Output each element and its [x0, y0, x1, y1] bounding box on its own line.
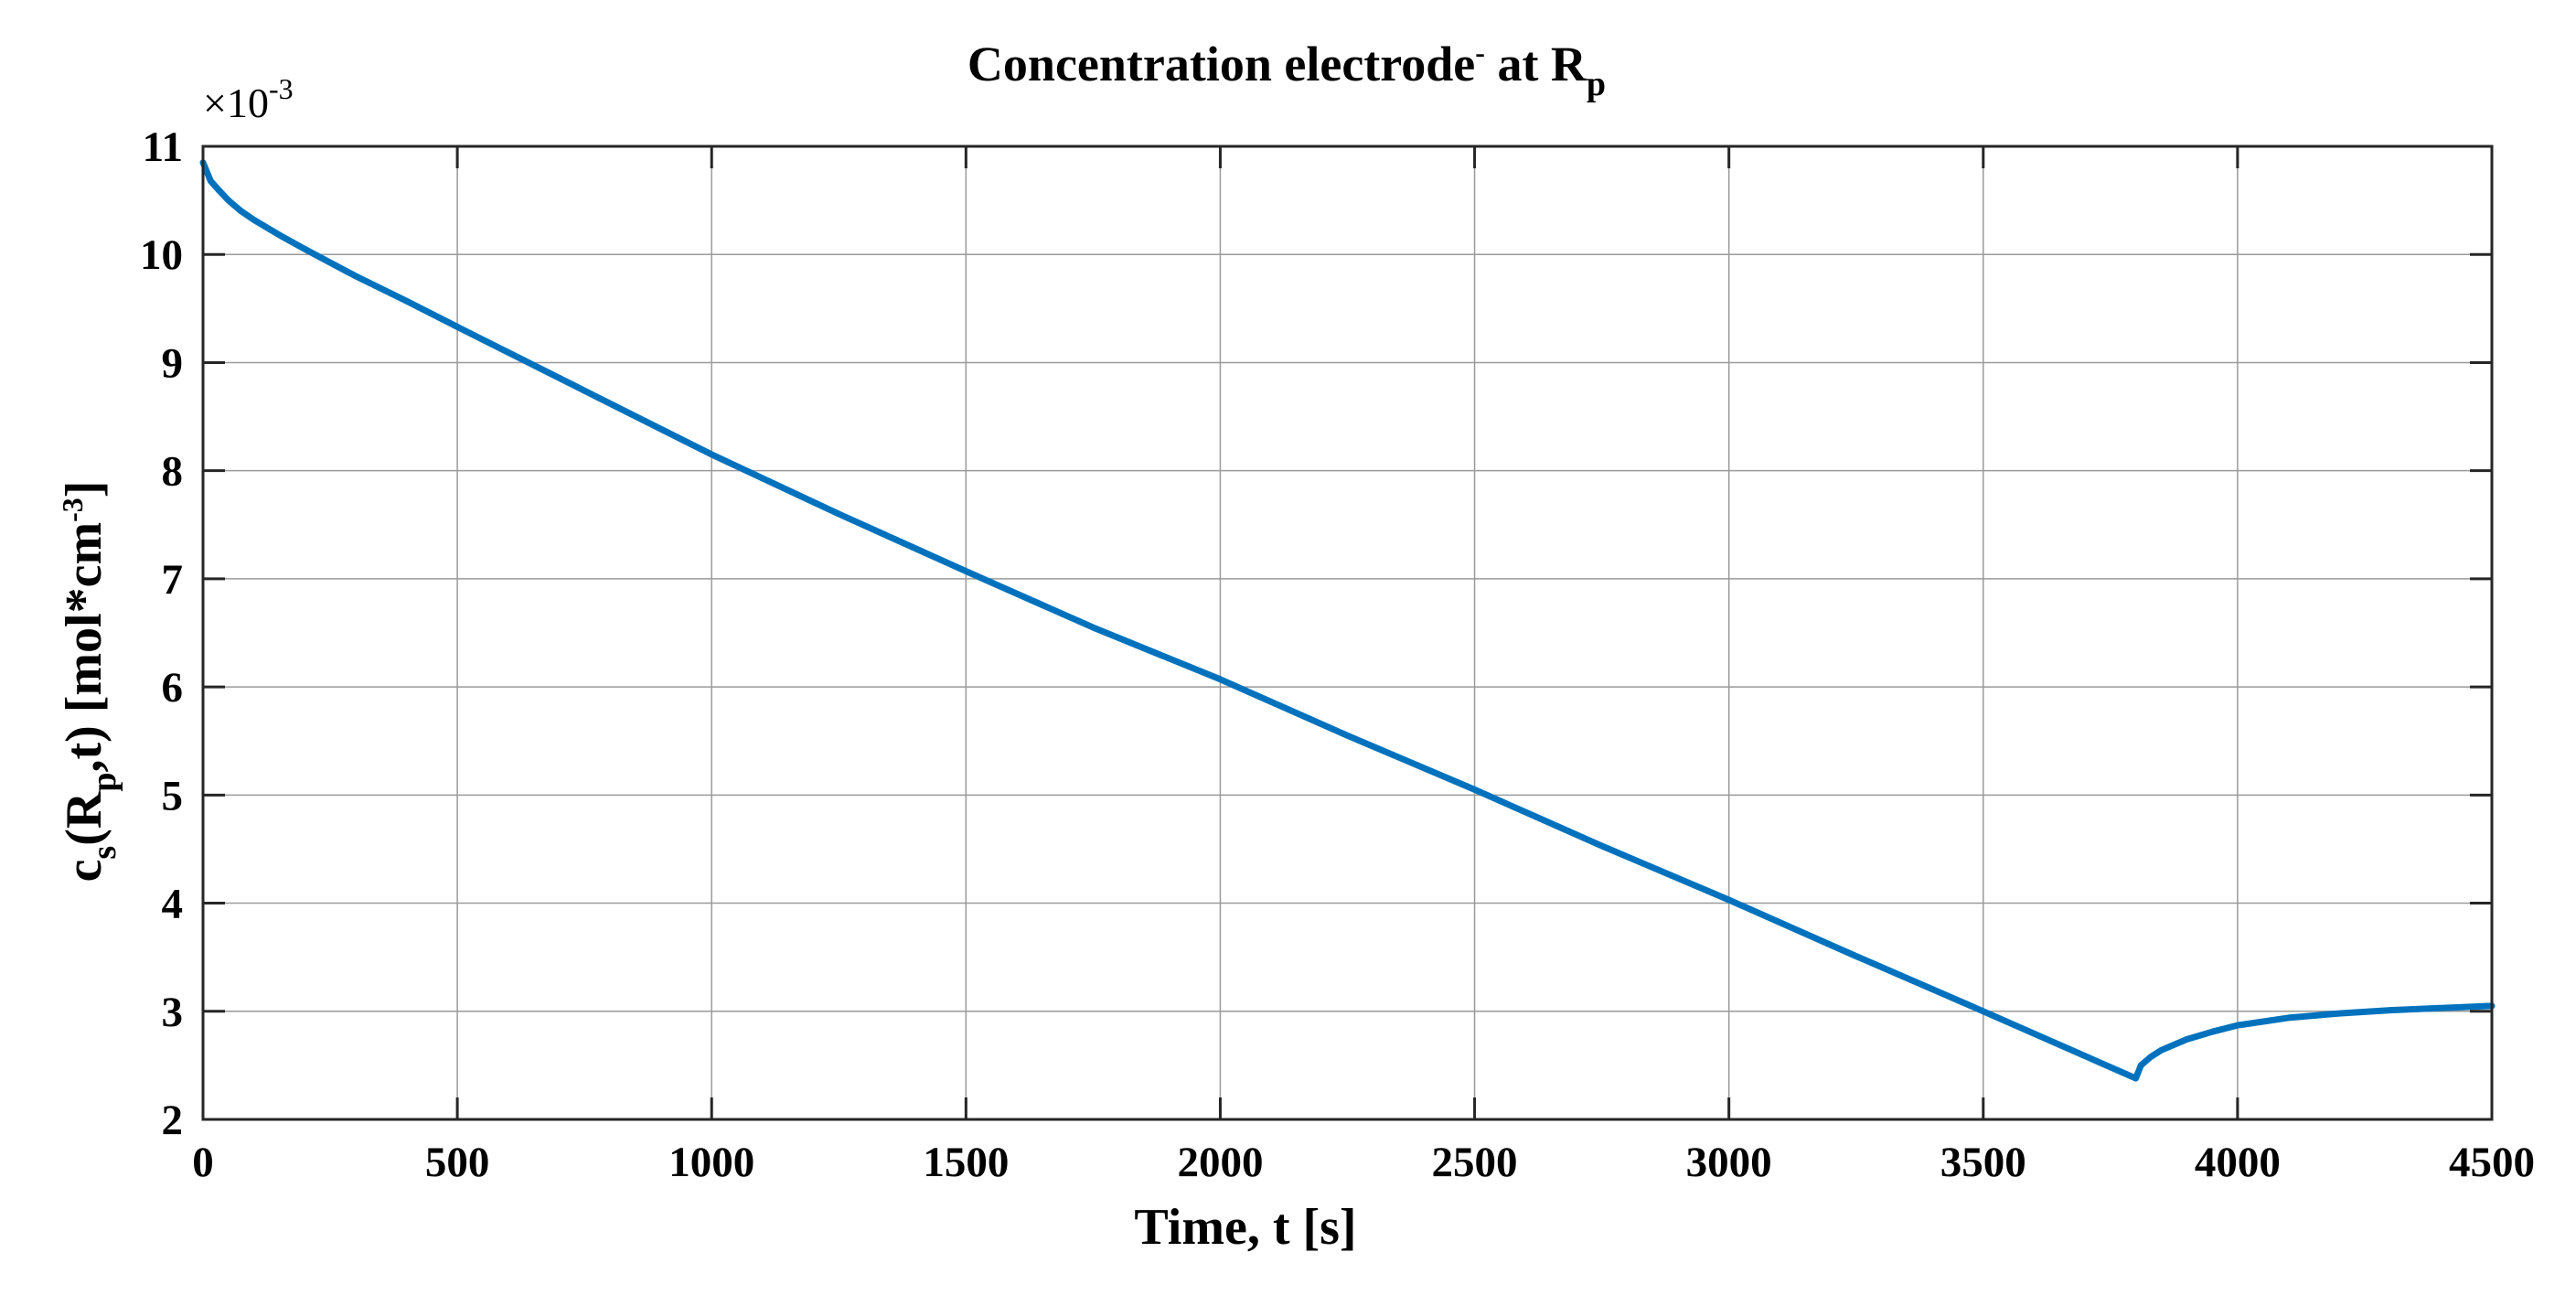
y-multiplier: ×10-3	[203, 72, 294, 126]
x-axis-label: Time, t [s]	[1134, 1199, 1356, 1256]
chart-title-main: Concentration electrode	[967, 37, 1475, 91]
ticks: 0 500 1000 1500 2000 2500 3000 3500 4000 4500 2 3 4 5…	[140, 123, 2535, 1186]
y-label-sub-p: p	[85, 773, 123, 792]
y-tick-label: 7	[162, 556, 184, 604]
y-tick-label: 4	[162, 881, 184, 928]
y-tick-label: 11	[143, 123, 183, 171]
y-multiplier-exponent: -3	[269, 72, 294, 105]
y-tick-label: 3	[162, 989, 184, 1036]
y-label-c: c	[56, 860, 112, 883]
y-multiplier-base: ×10	[203, 80, 269, 126]
y-label-sup: -3	[56, 498, 89, 522]
x-tick-label: 500	[425, 1139, 490, 1186]
y-axis-label: cs(Rp,t) [mol*cm-3]	[56, 481, 123, 883]
x-tick-label: 2000	[1177, 1139, 1263, 1186]
y-label-sub-s: s	[85, 846, 123, 860]
y-label-rp-open: (R	[56, 791, 112, 846]
y-tick-label: 9	[162, 339, 184, 387]
y-label-close: ]	[56, 481, 112, 498]
chart-title: Concentration electrode- at Rp	[967, 36, 1606, 103]
x-tick-label: 0	[192, 1139, 214, 1186]
chart-title-superscript: -	[1475, 36, 1485, 69]
series-line	[199, 159, 2496, 1082]
x-tick-label: 3500	[1940, 1139, 2026, 1186]
y-tick-label: 5	[162, 772, 184, 819]
x-tick-label: 1500	[923, 1139, 1009, 1186]
x-tick-label: 4500	[2449, 1139, 2535, 1186]
y-tick-label: 10	[140, 231, 183, 279]
y-tick-label: 8	[162, 448, 184, 496]
series-layer	[199, 159, 2496, 1082]
y-label-units: ,t) [mol*cm	[56, 522, 112, 773]
chart-title-middle: at R	[1485, 37, 1587, 91]
x-tick-label: 4000	[2195, 1139, 2281, 1186]
y-tick-label: 6	[162, 664, 184, 712]
x-tick-label: 1000	[668, 1139, 754, 1186]
axes-box	[201, 144, 2494, 1121]
y-tick-label: 2	[162, 1097, 184, 1144]
chart-title-subscript: p	[1587, 65, 1606, 103]
x-tick-label: 3000	[1686, 1139, 1772, 1186]
x-tick-label: 2500	[1432, 1139, 1518, 1186]
